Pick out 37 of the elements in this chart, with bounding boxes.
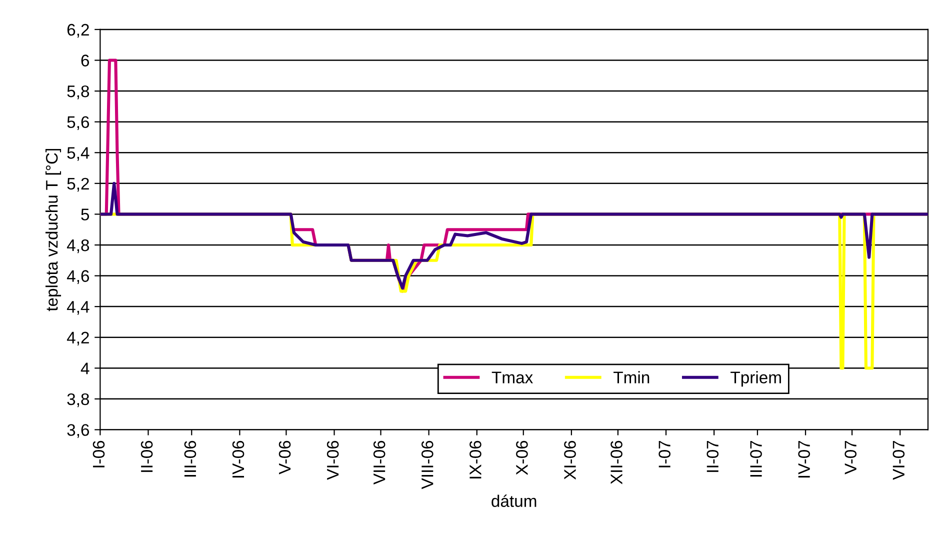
x-tick-label: VI-06: [326, 440, 339, 480]
y-tick-label: 5,8: [67, 85, 90, 100]
y-tick-label: 6: [81, 54, 90, 66]
x-tick-label: II-06: [140, 440, 153, 472]
x-tick-label: IX-06: [470, 440, 482, 478]
x-tick-label: III-06: [184, 440, 196, 477]
x-tick-label: I-06: [92, 440, 105, 468]
x-tick-label: VIII-06: [421, 440, 434, 490]
x-axis-title: dátum: [492, 494, 536, 508]
x-tick-label: VI-07: [892, 440, 905, 480]
y-tick-label: 4,4: [66, 301, 90, 315]
y-tick-label: 4,8: [66, 239, 90, 254]
x-tick-label: XI-06: [564, 440, 576, 480]
y-tick-label: 5: [81, 208, 90, 220]
legend-label: Tmax: [492, 372, 533, 384]
y-tick-label: 3,8: [67, 393, 90, 408]
x-tick-label: XII-06: [610, 440, 622, 484]
x-tick-label: V-07: [844, 440, 857, 474]
y-axis-title: teplota vzduchu T [°C]: [45, 148, 62, 312]
y-tick-label: 4,6: [66, 270, 90, 284]
x-tick-label: VII-06: [373, 440, 386, 485]
y-tick-label: 5,6: [67, 116, 90, 130]
y-tick-label: 5,2: [67, 178, 89, 192]
y-tick-label: 4: [80, 362, 90, 374]
x-tick-label: V-06: [278, 440, 291, 474]
x-tick-label: X-06: [516, 440, 528, 475]
y-tick-label: 3,6: [67, 424, 90, 438]
x-tick-label: II-07: [706, 440, 719, 472]
legend-label: Tmin: [614, 371, 650, 384]
x-tick-label: III-07: [750, 440, 762, 477]
y-tick-label: 5,4: [67, 147, 90, 161]
y-tick-label: 6,2: [67, 24, 89, 38]
y-tick-label: 4,2: [66, 332, 89, 346]
x-tick-label: I-07: [658, 440, 670, 468]
legend-label: Tpriem: [730, 371, 781, 387]
x-tick-label: IV-06: [232, 440, 244, 478]
x-tick-label: IV-07: [798, 440, 810, 478]
